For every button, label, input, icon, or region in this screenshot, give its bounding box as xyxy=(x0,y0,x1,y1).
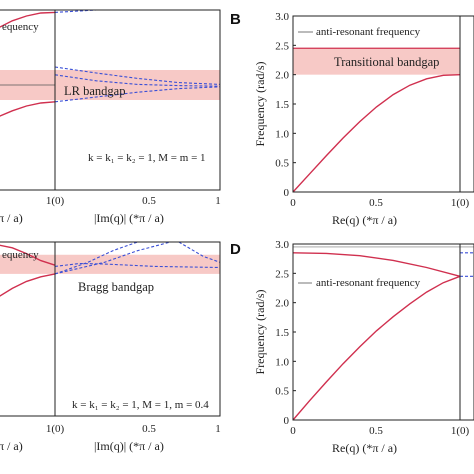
panel-c-real-branch-1 xyxy=(0,273,56,297)
panel-a-real-branches xyxy=(0,11,56,117)
panel-d-xtick-0: 0 xyxy=(290,425,296,437)
panel-a-xtick-0: 1(0) xyxy=(46,195,65,207)
panel-b-legend-label: anti-resonant frequency xyxy=(316,26,421,38)
panel-d-ytick-4: 2.0 xyxy=(275,298,289,310)
panel-c-xtick-0: 1(0) xyxy=(46,423,65,435)
panel-b-y-ticks: 0 0.5 1.0 1.5 2.0 2.5 3.0 xyxy=(275,11,296,199)
panel-b-xtick-0: 0 xyxy=(290,197,296,209)
panel-c-xlabel: |Im(q)| (*π / a) xyxy=(94,439,164,453)
panel-a-frame xyxy=(0,9,221,191)
panel-d-ytick-3: 1.5 xyxy=(275,327,289,339)
panel-b-bandgap xyxy=(293,48,460,75)
panel-c-legend-fragment: equency xyxy=(2,249,39,261)
panel-a-xtick-2: 1 xyxy=(215,195,221,207)
panel-d-ytick-5: 2.5 xyxy=(275,268,289,280)
panel-d-y-ticks: 0 0.5 1.0 1.5 2.0 2.5 3.0 xyxy=(275,239,296,427)
panel-d-curve-0 xyxy=(292,275,461,421)
panel-d-letter: D xyxy=(230,241,241,258)
panel-b-ytick-1: 0.5 xyxy=(275,158,289,170)
panel-b-ytick-3: 1.5 xyxy=(275,99,289,111)
panel-a-imag-branch-1 xyxy=(54,66,221,85)
panel-c-imag-branch-1 xyxy=(54,241,220,275)
panel-b-ylabel: Frequency (rad/s) xyxy=(253,62,267,147)
panel-b-frame xyxy=(292,15,474,193)
panel-b-curve-0 xyxy=(292,74,461,193)
panel-d-dispersion-curves xyxy=(292,252,461,421)
panel-b-ytick-6: 3.0 xyxy=(275,11,289,23)
panel-c-real-branch-0 xyxy=(0,244,56,266)
panel-d-xlabel: Re(q) (*π / a) xyxy=(332,441,397,455)
panel-b-ytick-2: 1.0 xyxy=(275,128,289,140)
panel-d-ytick-2: 1.0 xyxy=(275,356,289,368)
panel-d-ytick-1: 0.5 xyxy=(275,386,289,398)
panel-a-params: k = k₁ = k₂ = 1, M = m = 1 xyxy=(88,152,206,164)
panel-c-frame xyxy=(0,241,221,417)
panel-b-ytick-4: 2.0 xyxy=(275,70,289,82)
panel-c-band-label: Bragg bandgap xyxy=(78,280,154,294)
panel-b-ytick-0: 0 xyxy=(284,187,290,199)
panel-d-legend-label: anti-resonant frequency xyxy=(316,277,421,289)
panel-c: equency Bragg bandgap k = k₁ = k₂ = 1, M… xyxy=(0,241,221,453)
panel-a-xtick-1: 0.5 xyxy=(142,195,156,207)
panel-a-real-branch-0 xyxy=(0,11,56,28)
panel-d-frame xyxy=(292,243,474,421)
panel-c-params: k = k₁ = k₂ = 1, M = 1, m = 0.4 xyxy=(72,399,209,411)
panel-b-ytick-5: 2.5 xyxy=(275,40,289,52)
panel-a: equency LR bandgap k = k₁ = k₂ = 1, M = … xyxy=(0,9,221,225)
panel-c-xtick-1: 0.5 xyxy=(142,423,156,435)
panel-a-xlabel: |Im(q)| (*π / a) xyxy=(94,211,164,225)
panel-a-imag-branch-3 xyxy=(54,86,221,103)
panel-d-ytick-0: 0 xyxy=(284,415,290,427)
panel-d-ylabel: Frequency (rad/s) xyxy=(253,290,267,375)
panel-a-real-branch-1 xyxy=(0,101,56,117)
panel-b-band-label: Transitional bandgap xyxy=(334,55,439,69)
panel-c-xtick-2: 1 xyxy=(215,423,221,435)
panel-d-curve-1 xyxy=(292,252,461,277)
panel-b-dispersion-curve xyxy=(292,74,461,193)
panel-d-ytick-6: 3.0 xyxy=(275,239,289,251)
panel-d-xtick-2: 1(0) xyxy=(451,425,470,437)
panel-b: B anti-resonant frequency Transitional b… xyxy=(230,11,474,227)
panel-d-xtick-1: 0.5 xyxy=(369,425,383,437)
panel-c-imag-branch-2 xyxy=(54,262,221,269)
panel-a-xlabel-left: π / a) xyxy=(0,211,23,225)
panel-c-xlabel-left: π / a) xyxy=(0,439,23,453)
panel-b-letter: B xyxy=(230,11,241,28)
panel-b-xlabel: Re(q) (*π / a) xyxy=(332,213,397,227)
panel-d: D anti-resonant frequency 0 0.5 1.0 1.5 2.0 2… xyxy=(230,239,474,455)
panel-d-imaginary-stub xyxy=(460,252,474,277)
panel-b-xtick-2: 1(0) xyxy=(451,197,470,209)
panel-b-xtick-1: 0.5 xyxy=(369,197,383,209)
panel-c-real-branches xyxy=(0,244,56,297)
panel-a-band-label: LR bandgap xyxy=(64,84,125,98)
panel-a-legend-fragment: equency xyxy=(2,21,39,33)
panel-a-imag-branch-2 xyxy=(54,74,221,87)
